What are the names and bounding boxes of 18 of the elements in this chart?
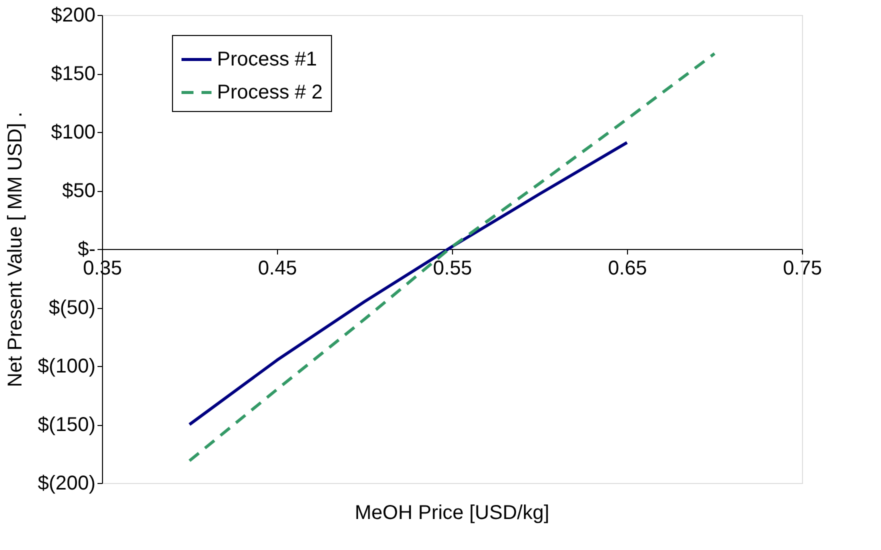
- legend-label: Process #1: [217, 48, 318, 70]
- x-tick-label: 0.55: [433, 258, 472, 280]
- y-tick-label: $200: [51, 4, 96, 26]
- y-tick-label: $(50): [48, 297, 96, 319]
- y-tick-label: $(200): [38, 472, 96, 494]
- y-tick-label: $150: [51, 63, 96, 85]
- x-tick-label: 0.45: [258, 258, 297, 280]
- y-tick-label: $-: [78, 238, 96, 260]
- x-axis-title: MeOH Price [USD/kg]: [354, 502, 550, 524]
- x-tick-label: 0.65: [608, 258, 647, 280]
- line-series: [188, 52, 716, 462]
- y-tick-label: $100: [51, 122, 96, 144]
- x-tick-label: 0.75: [783, 258, 822, 280]
- y-axis-title: Net Present Value [ MM USD] .: [4, 112, 27, 388]
- y-tick-label: $(100): [38, 356, 96, 378]
- y-tick-label: $50: [62, 180, 96, 202]
- y-tick-label: $(150): [38, 414, 96, 436]
- legend-label: Process # 2: [217, 82, 323, 104]
